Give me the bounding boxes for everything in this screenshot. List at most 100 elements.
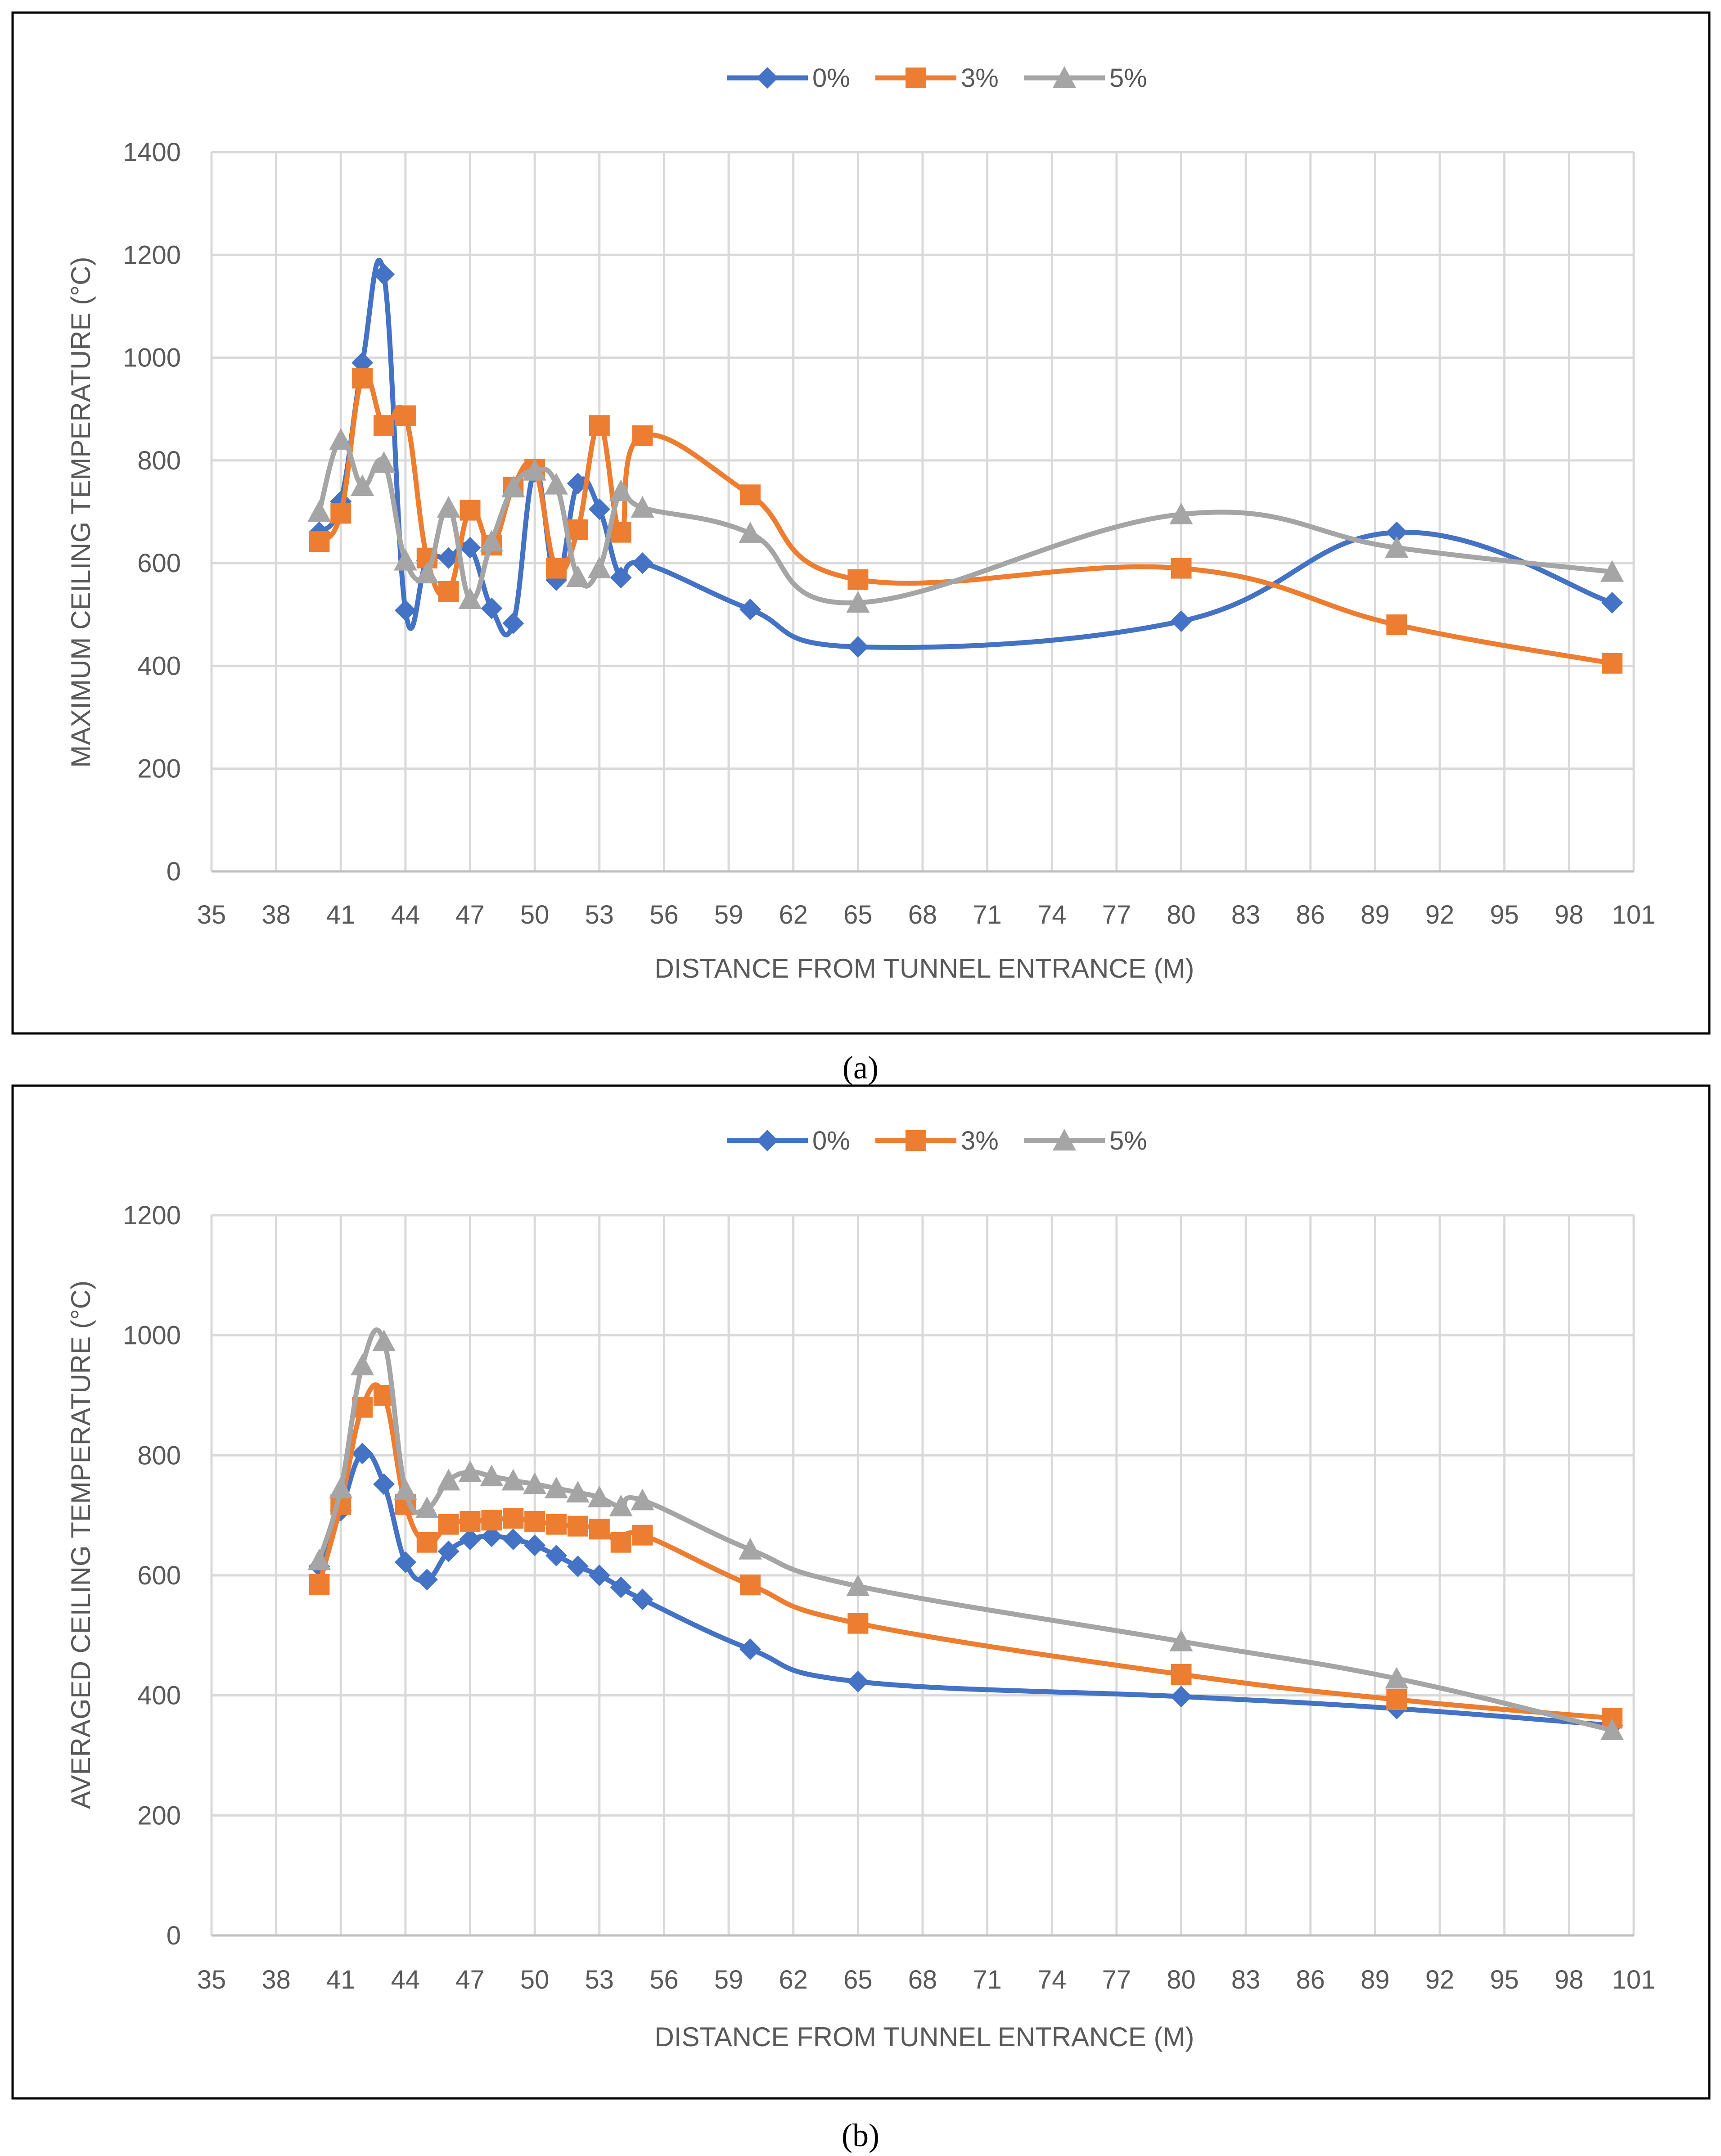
data-point-triangle xyxy=(738,1538,762,1560)
data-point-square xyxy=(481,1510,502,1531)
legend-item: 0% xyxy=(727,1126,850,1155)
panel-b-label: (b) xyxy=(842,2117,879,2153)
y-tick-label: 200 xyxy=(137,1801,181,1830)
data-point-square xyxy=(330,503,351,524)
data-point-square xyxy=(739,1574,761,1596)
data-point-triangle xyxy=(566,565,590,587)
data-point-diamond xyxy=(394,1551,416,1573)
x-tick-label: 68 xyxy=(908,1965,937,1994)
data-point-triangle xyxy=(566,1481,590,1503)
data-point-triangle xyxy=(501,1469,525,1491)
legend-label: 0% xyxy=(812,1126,850,1155)
series-0% xyxy=(308,257,1623,658)
data-point-diamond xyxy=(351,1443,374,1465)
chart-panel-b: 0 200 400 600 800 1000 1200 35 38 41 44 47 50 53 56 59… xyxy=(11,1084,1711,2100)
data-point-diamond xyxy=(373,1473,395,1495)
data-point-diamond xyxy=(437,547,460,569)
data-point-triangle xyxy=(307,500,331,522)
data-point-square xyxy=(546,1514,567,1535)
x-tick-label: 59 xyxy=(714,900,743,929)
x-tick-label: 86 xyxy=(1296,1965,1325,1994)
data-point-triangle xyxy=(587,556,611,578)
series-5% xyxy=(307,428,1624,613)
data-point-square xyxy=(374,415,395,436)
series-3% xyxy=(309,1382,1623,1729)
data-point-triangle xyxy=(393,549,417,571)
data-point-diamond xyxy=(1601,592,1623,614)
data-point-square xyxy=(610,1532,631,1553)
data-point-diamond xyxy=(1170,1686,1192,1708)
x-tick-label: 80 xyxy=(1167,900,1196,929)
data-point-diamond xyxy=(481,1525,503,1547)
panel-a-label: (a) xyxy=(842,1050,879,1086)
data-point-diamond xyxy=(847,1671,869,1692)
panel-a-legend: 0% 3% 5% xyxy=(727,63,1147,93)
data-point-triangle xyxy=(631,496,654,518)
data-point-triangle xyxy=(1385,536,1409,558)
x-tick-label: 92 xyxy=(1425,1965,1455,1994)
data-point-triangle xyxy=(1600,1718,1624,1741)
y-tick-label: 0 xyxy=(167,857,181,886)
legend-item: 5% xyxy=(1024,1126,1147,1155)
y-tick-label: 800 xyxy=(137,446,181,475)
data-point-triangle xyxy=(501,475,525,497)
panel-b-x-tick-labels: 35 38 41 44 47 50 53 56 59 62 65 68 71 74 77 80 83 86 89 92… xyxy=(197,1965,1656,1994)
x-tick-label: 101 xyxy=(1612,1965,1656,1994)
data-point-triangle xyxy=(393,1478,417,1500)
data-point-square xyxy=(503,1508,524,1529)
data-point-triangle xyxy=(631,1488,654,1511)
data-point-square xyxy=(546,558,567,579)
data-point-triangle xyxy=(351,474,374,496)
data-point-square xyxy=(589,1519,610,1540)
y-tick-label: 600 xyxy=(137,549,181,578)
x-tick-label: 35 xyxy=(197,900,226,929)
data-point-triangle xyxy=(846,591,870,613)
series-5% xyxy=(307,1327,1624,1741)
data-point-square xyxy=(309,1574,330,1595)
data-point-square xyxy=(395,405,416,426)
data-point-triangle xyxy=(1385,1667,1409,1689)
legend-label: 3% xyxy=(961,63,999,93)
x-tick-label: 89 xyxy=(1361,1965,1390,1994)
data-point-triangle xyxy=(846,1574,870,1597)
x-tick-label: 35 xyxy=(197,1965,226,1994)
y-tick-label: 400 xyxy=(137,651,181,681)
x-tick-label: 62 xyxy=(779,900,808,929)
y-tick-label: 400 xyxy=(137,1681,181,1710)
data-point-square xyxy=(589,415,610,436)
data-point-square xyxy=(438,1514,459,1535)
y-tick-label: 600 xyxy=(137,1561,181,1590)
x-tick-label: 71 xyxy=(973,1965,1002,1994)
x-tick-label: 95 xyxy=(1490,900,1519,929)
data-point-diamond xyxy=(631,1588,653,1610)
x-tick-label: 101 xyxy=(1612,900,1656,929)
series-line xyxy=(316,437,1615,605)
data-point-diamond xyxy=(524,1534,546,1556)
x-tick-label: 71 xyxy=(973,900,1002,929)
x-tick-label: 47 xyxy=(455,900,485,929)
legend-item: 3% xyxy=(875,1126,999,1155)
panel-b-x-axis-title: DISTANCE FROM TUNNEL ENTRANCE (M) xyxy=(655,2022,1194,2052)
data-point-triangle xyxy=(480,1465,504,1487)
x-tick-label: 38 xyxy=(261,1965,291,1994)
data-point-diamond xyxy=(847,636,869,658)
panel-a-x-axis-title: DISTANCE FROM TUNNEL ENTRANCE (M) xyxy=(655,953,1194,983)
data-point-diamond xyxy=(1386,521,1408,543)
x-tick-label: 53 xyxy=(585,900,614,929)
y-tick-label: 0 xyxy=(167,1921,181,1950)
data-point-triangle xyxy=(372,1330,396,1352)
y-tick-label: 1000 xyxy=(123,343,181,373)
x-tick-label: 74 xyxy=(1037,900,1067,929)
x-tick-label: 74 xyxy=(1037,1965,1067,1994)
data-point-square xyxy=(610,522,631,543)
panel-b-legend: 0% 3% 5% xyxy=(727,1126,1147,1155)
legend-marker-diamond xyxy=(757,67,778,89)
x-tick-label: 62 xyxy=(779,1965,808,1994)
x-tick-label: 41 xyxy=(326,900,356,929)
data-point-diamond xyxy=(610,567,632,589)
data-point-square xyxy=(632,425,653,447)
data-point-square xyxy=(567,519,588,540)
data-point-triangle xyxy=(609,479,633,501)
data-point-diamond xyxy=(394,600,416,622)
